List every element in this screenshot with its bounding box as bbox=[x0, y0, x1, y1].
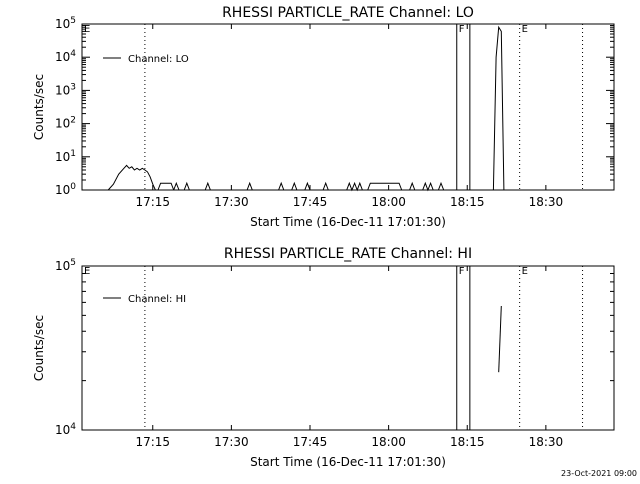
y-tick-base: 10 bbox=[55, 150, 70, 164]
series-segment-0-1 bbox=[157, 182, 175, 191]
y-axis-label: Counts/sec bbox=[32, 315, 46, 381]
y-tick-exponent: 2 bbox=[70, 116, 76, 126]
x-tick-label: 17:45 bbox=[293, 195, 328, 209]
x-axis-ticks: 17:15 17:30 17:45 18:00 18:15 18:30 bbox=[135, 24, 563, 209]
marker-label: E bbox=[522, 266, 528, 277]
series-segment-0-10 bbox=[346, 181, 363, 192]
y-tick-exponent: 0 bbox=[70, 182, 76, 192]
x-tick-label: 17:45 bbox=[293, 435, 328, 449]
y-tick-base: 10 bbox=[55, 117, 70, 131]
series-segment-0-0 bbox=[498, 305, 502, 373]
y-tick-base: 10 bbox=[55, 423, 70, 437]
x-axis-label: Start Time (16-Dec-11 17:01:30) bbox=[250, 455, 446, 469]
x-tick-label: 18:15 bbox=[450, 435, 485, 449]
marker-label: F bbox=[459, 266, 465, 277]
series-segment-0-12 bbox=[409, 181, 416, 191]
panel-lo: RHESSI PARTICLE_RATE Channel: LO E F E 17:… bbox=[32, 5, 615, 229]
series-segment-0-6 bbox=[278, 181, 285, 191]
y-tick-base: 10 bbox=[55, 259, 70, 273]
y-tick-base: 10 bbox=[55, 83, 70, 97]
series-segment-0-2 bbox=[173, 181, 180, 191]
series-segment-0-5 bbox=[246, 181, 253, 191]
y-tick-base: 10 bbox=[55, 183, 70, 197]
series-segment-0-8 bbox=[304, 181, 311, 191]
y-tick-exponent: 4 bbox=[70, 49, 76, 59]
y-tick-exponent: 4 bbox=[70, 422, 76, 432]
panel-hi: RHESSI PARTICLE_RATE Channel: HI E F E 17:… bbox=[32, 246, 615, 469]
legend-label: Channel: HI bbox=[128, 294, 186, 305]
series-segment-0-15 bbox=[492, 25, 505, 191]
y-tick-label: 104 bbox=[55, 422, 76, 437]
timestamp: 23-Oct-2021 09:00 bbox=[561, 469, 637, 478]
y-tick-label: 105 bbox=[55, 16, 76, 31]
x-tick-label: 17:15 bbox=[135, 195, 170, 209]
y-tick-label: 101 bbox=[55, 149, 76, 164]
chart-title: RHESSI PARTICLE_RATE Channel: LO bbox=[222, 5, 474, 21]
y-tick-label: 102 bbox=[55, 116, 76, 131]
x-axis-label: Start Time (16-Dec-11 17:01:30) bbox=[250, 215, 446, 229]
y-tick-base: 10 bbox=[55, 17, 70, 31]
x-tick-label: 18:30 bbox=[529, 435, 564, 449]
y-tick-label: 105 bbox=[55, 258, 76, 273]
series-segment-0-11 bbox=[367, 182, 403, 191]
x-tick-label: 18:00 bbox=[371, 195, 406, 209]
series-segment-0-13 bbox=[422, 181, 434, 192]
marker-label: E bbox=[84, 24, 90, 35]
series-segment-0-9 bbox=[322, 181, 329, 191]
series-segment-0-14 bbox=[437, 181, 445, 191]
y-tick-base: 10 bbox=[55, 50, 70, 64]
x-tick-label: 17:15 bbox=[135, 435, 170, 449]
x-tick-label: 18:30 bbox=[529, 195, 564, 209]
series-layer bbox=[498, 305, 502, 373]
marker-label: F bbox=[459, 24, 465, 35]
x-tick-label: 17:30 bbox=[214, 435, 249, 449]
y-tick-label: 100 bbox=[55, 182, 76, 197]
series-segment-0-4 bbox=[204, 181, 211, 191]
series-segment-0-0 bbox=[97, 164, 156, 191]
series-segment-0-3 bbox=[183, 181, 190, 191]
chart-title: RHESSI PARTICLE_RATE Channel: HI bbox=[224, 246, 472, 262]
x-tick-label: 18:00 bbox=[371, 435, 406, 449]
y-tick-exponent: 5 bbox=[70, 258, 76, 268]
y-tick-label: 104 bbox=[55, 49, 76, 64]
y-axis-label: Counts/sec bbox=[32, 74, 46, 140]
marker-label: E bbox=[522, 24, 528, 35]
plot-frame bbox=[81, 265, 615, 431]
legend-label: Channel: LO bbox=[128, 54, 189, 65]
y-tick-exponent: 3 bbox=[70, 82, 76, 92]
plot-frame bbox=[81, 23, 615, 191]
x-tick-label: 18:15 bbox=[450, 195, 485, 209]
series-segment-0-7 bbox=[291, 181, 298, 191]
x-tick-label: 17:30 bbox=[214, 195, 249, 209]
y-tick-exponent: 5 bbox=[70, 16, 76, 26]
series-layer bbox=[97, 25, 505, 192]
x-axis-ticks: 17:15 17:30 17:45 18:00 18:15 18:30 bbox=[135, 266, 563, 449]
y-tick-exponent: 1 bbox=[70, 149, 76, 159]
y-tick-label: 103 bbox=[55, 82, 76, 97]
marker-label: E bbox=[84, 266, 90, 277]
